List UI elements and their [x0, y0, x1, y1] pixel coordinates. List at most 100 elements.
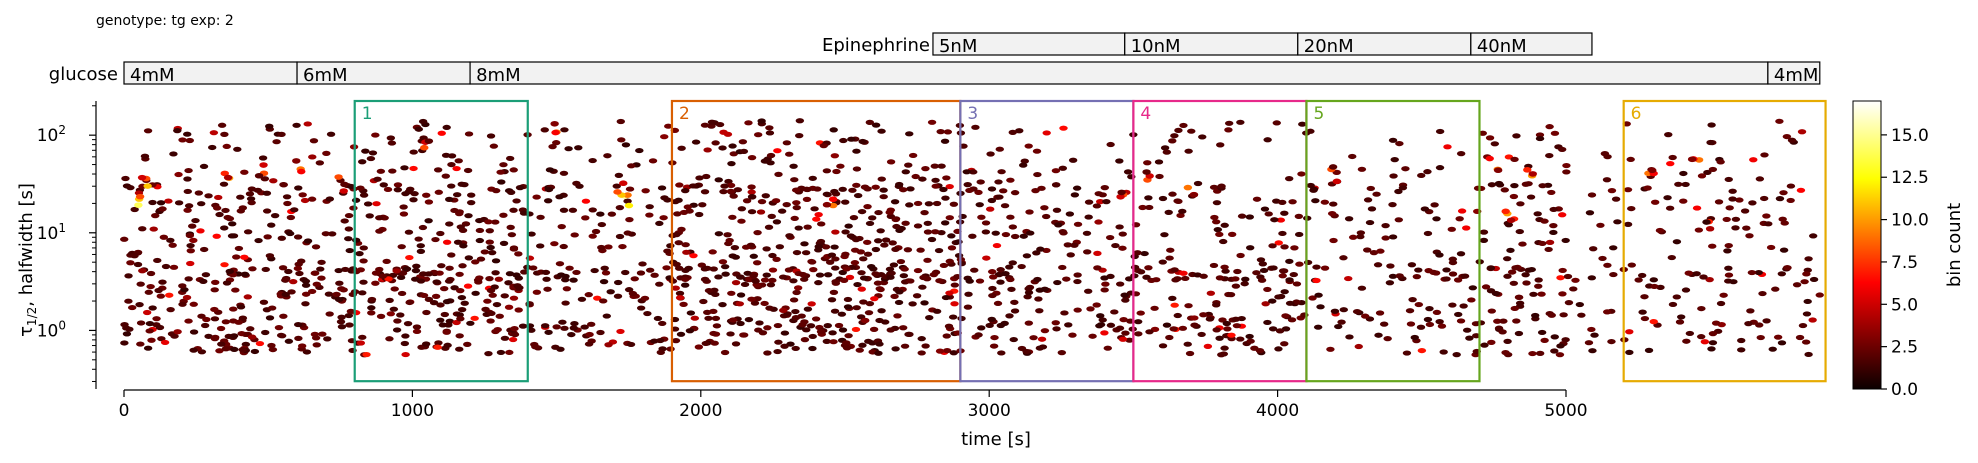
hexbin-point: [1511, 265, 1520, 271]
hexbin-point: [344, 226, 354, 232]
hexbin-point: [765, 130, 775, 136]
hexbin-point: [1613, 219, 1622, 225]
x-tick-label: 2000: [679, 401, 722, 421]
hexbin-point: [1777, 340, 1787, 346]
hexbin-point: [995, 146, 1004, 152]
hexbin-hotspot: [339, 188, 348, 194]
hexbin-point: [1562, 169, 1571, 175]
hexbin-hotspot: [297, 168, 306, 175]
hexbin-point: [1274, 240, 1283, 246]
hexbin-point: [874, 350, 883, 356]
hexbin-point: [1385, 280, 1395, 286]
hexbin-point: [773, 348, 782, 355]
hexbin-point: [987, 316, 996, 322]
hexbin-point: [1755, 322, 1764, 328]
hexbin-point: [488, 292, 497, 298]
hexbin-point: [625, 217, 634, 223]
hexbin-point: [1063, 242, 1073, 248]
hexbin-point: [344, 236, 353, 242]
hexbin-point: [1314, 292, 1323, 298]
hexbin-point: [491, 188, 501, 194]
hexbin-point: [452, 165, 461, 172]
hexbin-point: [810, 206, 819, 212]
hexbin-point: [1088, 333, 1097, 339]
hexbin-point: [1183, 341, 1192, 347]
hexbin-point: [782, 140, 792, 146]
hexbin-point: [290, 207, 299, 213]
hexbin-point: [1105, 234, 1115, 241]
hexbin-point: [401, 351, 410, 358]
hexbin-point: [452, 192, 462, 198]
hexbin-point: [456, 316, 465, 322]
hexbin-point: [1221, 268, 1230, 274]
hexbin-point: [545, 167, 555, 173]
hexbin-point: [1448, 271, 1458, 277]
hexbin-point: [1478, 130, 1487, 136]
colorbar-gradient: [1852, 100, 1882, 390]
hexbin-point: [1809, 276, 1819, 283]
hexbin-point: [409, 165, 418, 172]
hexbin-point: [1729, 279, 1738, 285]
hexbin-point: [183, 131, 192, 137]
hexbin-point: [287, 289, 296, 295]
hexbin-point: [719, 129, 728, 135]
epinephrine-bar: Epinephrine 5nM 10nM 20nM 40nM: [822, 32, 1593, 57]
hexbin-point: [1758, 290, 1767, 297]
hexbin-point: [405, 254, 414, 261]
hexbin-point: [1684, 270, 1693, 276]
hexbin-hotspot: [619, 180, 628, 187]
hexbin-point: [945, 215, 954, 221]
hexbin-point: [599, 279, 609, 285]
hexbin-point: [204, 193, 213, 199]
hexbin-point: [1676, 314, 1686, 320]
hexbin-point: [499, 240, 509, 246]
hexbin-point: [1024, 143, 1033, 149]
hexbin-point: [1509, 280, 1519, 286]
hexbin-point: [1771, 286, 1780, 292]
hexbin-point: [1357, 166, 1367, 172]
hexbin-hotspot: [1648, 167, 1657, 174]
hexbin-point: [1356, 230, 1366, 236]
hexbin-point: [715, 121, 725, 128]
hexbin-hotspot: [1183, 184, 1193, 191]
hexbin-point: [1051, 320, 1060, 326]
hexbin-point: [1083, 249, 1092, 255]
hexbin-point: [1052, 207, 1062, 213]
hexbin-point: [372, 201, 381, 207]
hexbin-point: [294, 261, 303, 267]
hexbin-point: [1220, 345, 1229, 351]
hexbin-point: [376, 168, 386, 174]
hexbin-point: [475, 227, 485, 234]
hexbin-point: [658, 320, 667, 327]
hexbin-point: [735, 301, 745, 307]
hexbin-point: [891, 216, 900, 223]
hexbin-point: [1280, 341, 1289, 347]
hexbin-point: [221, 319, 231, 325]
hexbin-point: [543, 198, 553, 204]
hexbin-point: [431, 236, 440, 243]
hexbin-point: [484, 219, 493, 225]
hexbin-point: [1762, 213, 1771, 219]
hexbin-point: [253, 187, 263, 193]
hexbin-point: [1423, 169, 1432, 175]
hexbin-point: [491, 258, 501, 264]
hexbin-point: [340, 218, 349, 224]
hexbin-point: [712, 323, 722, 329]
hexbin-point: [708, 249, 717, 255]
hexbin-point: [949, 201, 959, 207]
hexbin-point: [164, 198, 173, 204]
hexbin-point: [703, 147, 712, 153]
hexbin-point: [1516, 201, 1525, 207]
hexbin-point: [1187, 128, 1196, 134]
hexbin-point: [728, 317, 738, 323]
hexbin-point: [174, 171, 183, 178]
hexbin-point: [240, 254, 249, 260]
hexbin-point: [1432, 216, 1441, 222]
hexbin-point: [136, 281, 145, 287]
hexbin-point: [1724, 272, 1734, 278]
hexbin-point: [436, 230, 445, 237]
hexbin-point: [294, 321, 303, 328]
hexbin-point: [1231, 283, 1241, 289]
hexbin-point: [458, 263, 467, 269]
